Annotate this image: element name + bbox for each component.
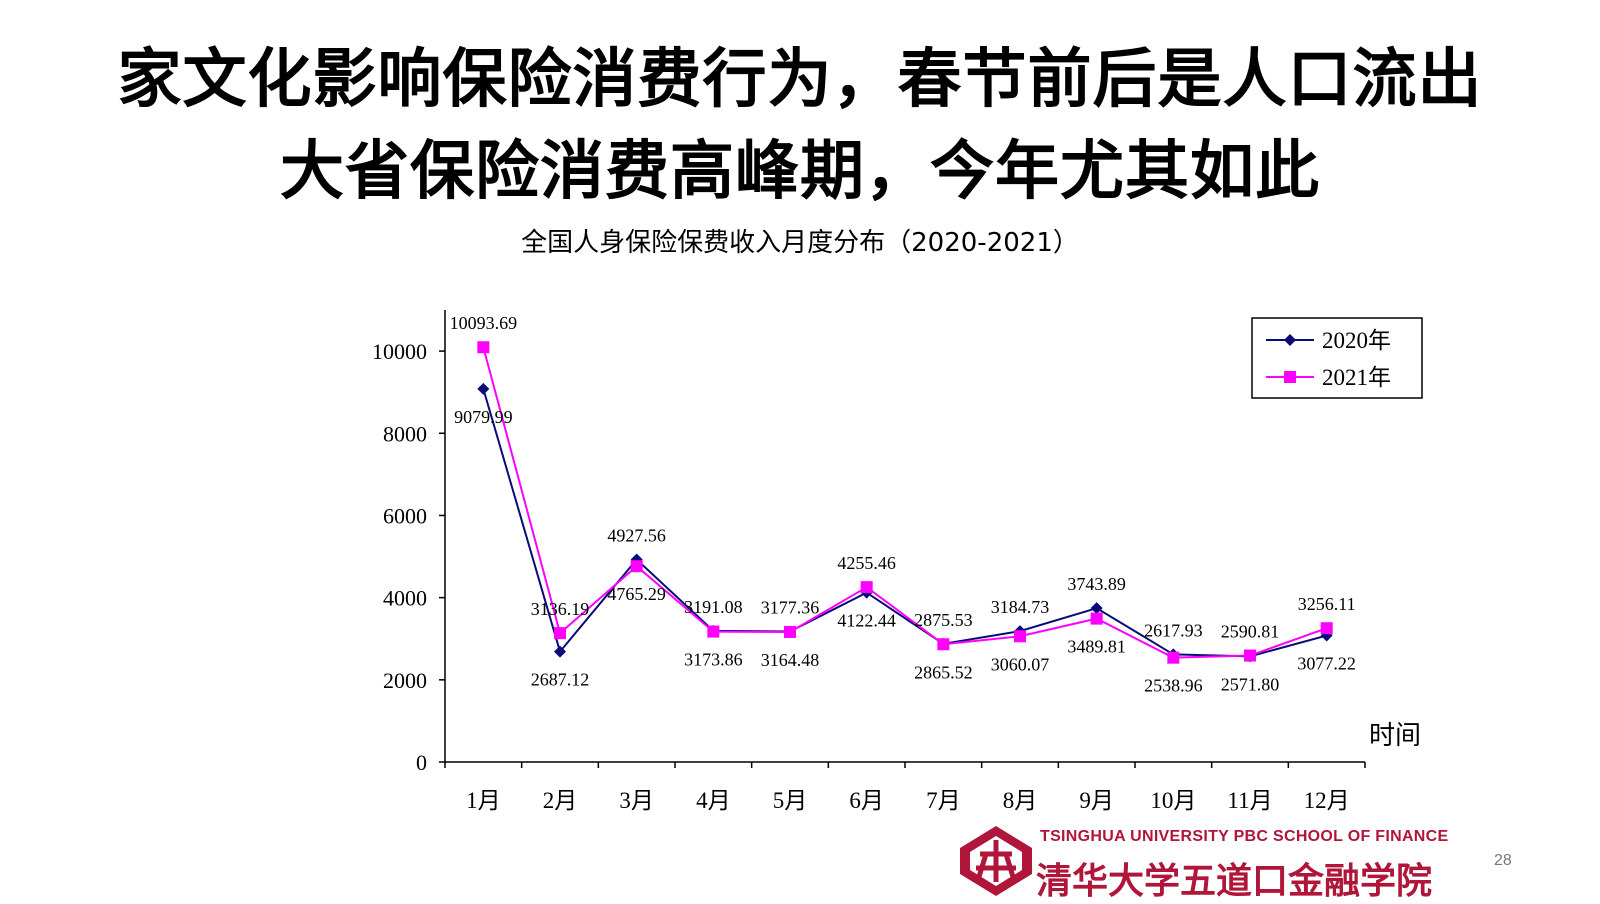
data-label-2021: 3060.07 — [991, 654, 1050, 674]
y-tick-label: 6000 — [383, 503, 427, 528]
marker-2021 — [1244, 649, 1256, 662]
x-tick-label: 7月 — [926, 788, 961, 813]
chart-title: 全国人身保险保费收入月度分布（2020-2021） — [521, 228, 1079, 258]
x-tick-label: 2月 — [543, 788, 578, 813]
data-label-2020: 3191.08 — [684, 597, 743, 617]
data-label-2021: 3256.11 — [1298, 594, 1356, 614]
marker-2021 — [630, 560, 643, 573]
data-label-2021: 2538.96 — [1144, 676, 1203, 696]
x-tick-label: 6月 — [849, 788, 884, 813]
y-tick-label: 0 — [416, 750, 427, 775]
y-tick-label: 4000 — [383, 586, 427, 611]
data-label-2020: 2571.80 — [1221, 674, 1280, 694]
x-tick-label: 8月 — [1003, 788, 1038, 813]
marker-2021 — [1014, 630, 1026, 643]
x-tick-label: 1月 — [466, 788, 501, 813]
footer-org-chinese: 清华大学五道口金融学院 — [1036, 861, 1433, 902]
marker-2021 — [554, 627, 566, 640]
page-number: 28 — [1494, 852, 1512, 869]
y-tick-label: 10000 — [372, 339, 427, 364]
marker-2021 — [937, 638, 950, 651]
legend-label: 2021年 — [1322, 365, 1391, 390]
x-tick-label: 4月 — [696, 788, 731, 813]
slide-title: 家文化影响保险消费行为，春节前后是人口流出 大省保险消费高峰期，今年尤其如此 — [0, 34, 1600, 218]
data-label-2020: 9079.99 — [454, 407, 513, 427]
marker-2020 — [1090, 602, 1103, 615]
data-label-2020: 4927.56 — [607, 526, 666, 546]
data-label-2020: 2687.12 — [531, 670, 590, 690]
marker-2021 — [1167, 651, 1180, 664]
data-label-2020: 3177.36 — [761, 597, 820, 617]
marker-2021 — [1320, 622, 1333, 635]
marker-2021 — [784, 625, 796, 638]
marker-2021 — [1090, 612, 1103, 625]
x-tick-label: 10月 — [1150, 788, 1196, 813]
data-label-2021: 3164.48 — [761, 650, 820, 670]
legend-box — [1251, 317, 1423, 399]
university-logo — [960, 826, 1032, 896]
data-label-2020: 2617.93 — [1144, 620, 1203, 640]
series-line-1 — [482, 346, 1328, 659]
legend-label: 2020年 — [1322, 328, 1391, 353]
marker-2020 — [554, 645, 566, 658]
data-label-2021: 3489.81 — [1067, 637, 1126, 657]
data-label-2020: 3184.73 — [991, 597, 1050, 617]
data-label-2020: 4122.44 — [837, 611, 896, 631]
data-label-2021: 3136.19 — [531, 599, 590, 619]
marker-2021 — [477, 341, 490, 354]
data-label-2020: 2875.53 — [914, 610, 973, 630]
data-label-2021: 10093.69 — [450, 313, 518, 333]
y-tick-label: 8000 — [383, 421, 427, 446]
y-tick-label: 2000 — [383, 668, 427, 693]
data-label-2020: 3743.89 — [1067, 574, 1126, 594]
x-tick-label: 5月 — [773, 788, 808, 813]
x-tick-label: 12月 — [1304, 788, 1350, 813]
footer-org-english: TSINGHUA UNIVERSITY PBC SCHOOL OF FINANC… — [1040, 828, 1449, 845]
data-label-2021: 2865.52 — [914, 662, 973, 682]
x-tick-label: 9月 — [1079, 788, 1114, 813]
x-tick-label: 11月 — [1227, 788, 1272, 813]
series-line-0 — [482, 388, 1327, 658]
data-label-2021: 4255.46 — [837, 553, 896, 573]
slide-title-line-2: 大省保险消费高峰期，今年尤其如此 — [280, 135, 1320, 209]
legend-marker-diamond — [1284, 334, 1296, 346]
legend-marker-square — [1284, 371, 1296, 383]
x-tick-label: 3月 — [619, 788, 654, 813]
data-label-2020: 3077.22 — [1297, 654, 1356, 674]
marker-2020 — [477, 382, 490, 395]
data-label-2021: 2590.81 — [1221, 622, 1280, 642]
marker-2021 — [860, 581, 873, 594]
x-axis-label: 时间 — [1369, 721, 1421, 750]
slide-title-line-1: 家文化影响保险消费行为，春节前后是人口流出 — [117, 43, 1483, 117]
marker-2021 — [707, 625, 720, 638]
data-label-2021: 4765.29 — [607, 584, 666, 604]
data-label-2021: 3173.86 — [684, 650, 743, 670]
